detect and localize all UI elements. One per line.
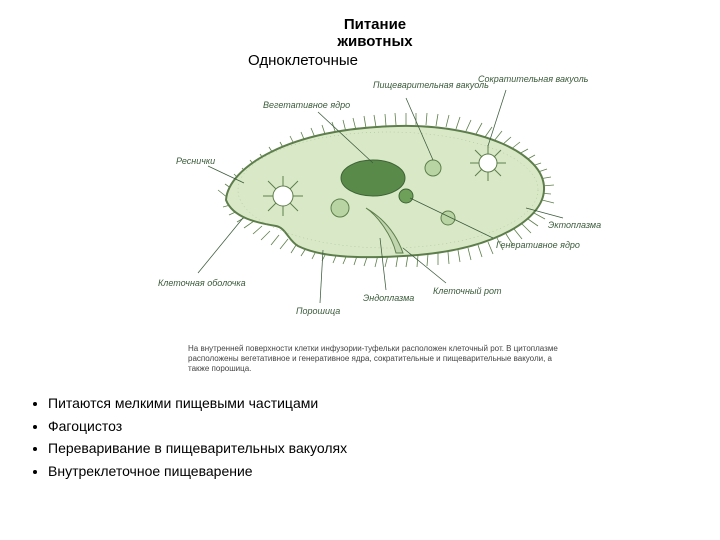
label-digestive-vacuole: Пищеварительная вакуоль: [373, 80, 489, 90]
label-endoplasm: Эндоплазма: [363, 293, 414, 303]
diagram-caption: На внутренней поверхности клетки инфузор…: [188, 344, 558, 374]
slide-title: Питание животных: [320, 16, 430, 51]
list-item: Переваривание в пищеварительных вакуолях: [48, 441, 426, 456]
micronucleus: [399, 189, 413, 203]
label-cell-mouth: Клеточный рот: [433, 286, 502, 296]
digestive-vacuole-2: [425, 160, 441, 176]
cell-diagram: Пищеварительная вакуоль Сократительная в…: [148, 68, 608, 338]
digestive-vacuole-3: [441, 211, 455, 225]
digestive-vacuole-1: [331, 199, 349, 217]
macronucleus: [341, 160, 405, 196]
slide-subtitle: Одноклеточные: [248, 52, 358, 69]
label-ectoplasm: Эктоплазма: [548, 220, 601, 230]
bullet-list: Питаются мелкими пищевыми частицами Фаго…: [26, 396, 426, 487]
list-item: Питаются мелкими пищевыми частицами: [48, 396, 426, 411]
list-item: Фагоцистоз: [48, 419, 426, 434]
contractile-vacuole-left: [263, 176, 303, 216]
contractile-vacuole-right: [470, 145, 506, 181]
list-item: Внутреклеточное пищеварение: [48, 464, 426, 479]
label-cell-membrane: Клеточная оболочка: [158, 278, 246, 288]
label-cilia: Реснички: [176, 156, 215, 166]
label-powder: Порошица: [296, 306, 340, 316]
label-vegetative-nucleus: Вегетативное ядро: [263, 100, 350, 110]
paramecium-svg: Пищеварительная вакуоль Сократительная в…: [148, 68, 608, 338]
label-generative-nucleus: Генеративное ядро: [496, 240, 580, 250]
label-contractile-vacuole: Сократительная вакуоль: [478, 74, 589, 84]
